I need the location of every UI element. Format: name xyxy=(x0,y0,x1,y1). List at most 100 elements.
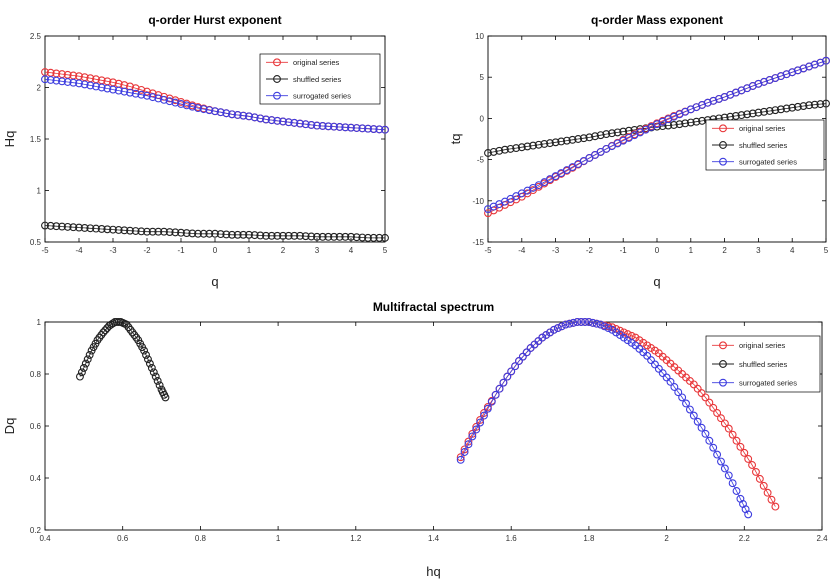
data-point xyxy=(748,461,757,469)
data-point xyxy=(256,231,265,240)
legend-entry-shuffled: shuffled series xyxy=(739,360,787,369)
x-tick-label: -1 xyxy=(177,246,185,255)
data-point xyxy=(358,233,367,242)
data-point xyxy=(92,82,100,91)
data-point xyxy=(573,318,582,326)
legend-entry-original: original series xyxy=(739,341,786,350)
data-point xyxy=(822,99,830,108)
data-point xyxy=(149,368,158,377)
data-point xyxy=(709,403,718,412)
data-point xyxy=(165,228,174,236)
data-point xyxy=(228,230,236,239)
data-point xyxy=(619,328,628,337)
data-point xyxy=(776,105,785,114)
y-tick-label: -15 xyxy=(472,238,484,247)
data-point xyxy=(335,123,344,131)
data-point xyxy=(58,77,66,86)
data-point xyxy=(639,338,648,347)
legend-entry-original: original series xyxy=(739,124,786,133)
data-point xyxy=(612,328,621,337)
data-point xyxy=(776,72,785,81)
data-point xyxy=(301,120,310,129)
x-tick-label: 2 xyxy=(722,246,727,255)
data-point xyxy=(728,430,737,439)
data-point xyxy=(273,231,282,240)
data-point xyxy=(318,232,327,241)
data-point xyxy=(194,104,202,113)
x-tick-label: 2.4 xyxy=(816,534,828,543)
data-point xyxy=(681,119,690,128)
data-point xyxy=(142,350,150,359)
data-point xyxy=(375,125,384,134)
data-point xyxy=(765,107,774,115)
x-tick-label: 1 xyxy=(247,246,252,255)
data-point xyxy=(740,448,749,457)
data-point xyxy=(565,319,574,328)
data-point xyxy=(658,369,667,378)
data-point xyxy=(724,471,733,480)
x-tick-label: 2 xyxy=(281,246,286,255)
data-point xyxy=(771,106,780,115)
data-point xyxy=(137,227,146,236)
data-point xyxy=(63,222,72,231)
data-point xyxy=(689,411,698,420)
data-point xyxy=(623,336,632,345)
data-point xyxy=(101,326,110,335)
data-point xyxy=(284,118,293,127)
data-point xyxy=(148,227,157,236)
y-axis-label: tq xyxy=(448,134,463,145)
data-point xyxy=(577,318,586,326)
data-point xyxy=(472,422,481,431)
data-point xyxy=(507,367,516,376)
data-point xyxy=(41,221,49,230)
data-point xyxy=(715,94,723,103)
data-point xyxy=(670,383,679,391)
data-point xyxy=(799,102,808,110)
data-point xyxy=(335,232,344,241)
data-point xyxy=(154,227,163,236)
data-point xyxy=(273,116,282,125)
x-tick-label: 0 xyxy=(213,246,218,255)
y-axis-label: Dq xyxy=(2,418,17,435)
data-point xyxy=(771,74,780,82)
data-point xyxy=(205,229,214,238)
data-point xyxy=(341,123,350,132)
x-axis-label: q xyxy=(211,274,218,289)
data-point xyxy=(177,100,185,108)
data-point xyxy=(705,436,714,445)
data-point xyxy=(754,108,763,117)
data-point xyxy=(602,130,611,139)
data-point xyxy=(562,136,571,145)
legend: original series shuffled series surrogated… xyxy=(259,53,381,105)
data-point xyxy=(290,118,299,127)
y-tick-label: 1.5 xyxy=(30,135,42,144)
x-axis-label: q xyxy=(653,274,660,289)
data-point xyxy=(369,125,378,133)
data-point xyxy=(616,331,624,339)
data-point xyxy=(155,381,164,390)
data-point xyxy=(318,122,327,130)
data-point xyxy=(79,363,88,372)
series-surrogated xyxy=(41,75,389,134)
data-point xyxy=(647,344,656,352)
y-tick-label: 0.2 xyxy=(30,526,42,535)
data-point xyxy=(143,227,151,236)
data-point xyxy=(631,333,640,342)
data-point xyxy=(592,319,601,328)
data-point xyxy=(456,455,465,464)
data-point xyxy=(267,231,276,240)
x-tick-label: 1.8 xyxy=(583,534,595,543)
legend-marker xyxy=(719,360,727,368)
data-point xyxy=(574,135,583,143)
legend-entry-shuffled: shuffled series xyxy=(293,75,341,84)
data-point xyxy=(307,120,316,129)
data-point xyxy=(245,230,253,239)
data-point xyxy=(542,331,551,339)
data-point xyxy=(669,121,678,129)
data-point xyxy=(650,360,659,369)
data-point xyxy=(83,355,92,364)
data-point xyxy=(177,228,185,237)
data-point xyxy=(120,87,129,96)
data-point xyxy=(245,112,253,121)
